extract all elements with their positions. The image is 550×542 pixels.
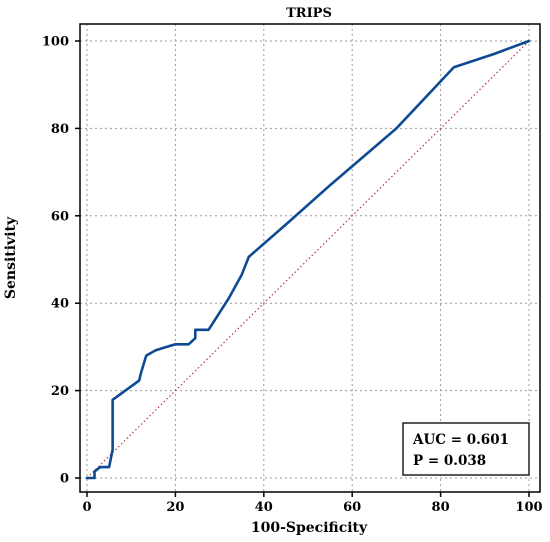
reference-line-group	[86, 40, 530, 479]
x-axis-label: 100-Specificity	[251, 520, 368, 536]
stats-box: AUC = 0.601 P = 0.038	[402, 422, 530, 476]
grid	[80, 24, 540, 492]
y-ticks: 0 20 40 60 80 100	[42, 35, 80, 487]
reference-diagonal-line	[86, 40, 530, 479]
x-tick-label-3: 60	[343, 500, 361, 515]
chart-title: TRIPS	[286, 6, 332, 21]
x-tick-label-2: 40	[255, 500, 273, 515]
y-tick-label-1: 20	[51, 384, 69, 399]
y-tick-label-4: 80	[51, 122, 69, 137]
x-tick-label-5: 100	[515, 500, 542, 515]
stats-box-frame	[402, 422, 530, 476]
x-tick-label-0: 0	[82, 500, 91, 515]
x-tick-label-4: 80	[432, 500, 450, 515]
plot-frame	[79, 23, 541, 493]
y-tick-label-5: 100	[42, 35, 69, 50]
x-ticks: 0 20 40 60 80 100	[82, 492, 543, 515]
y-tick-label-3: 60	[51, 209, 69, 224]
y-tick-label-2: 40	[51, 297, 69, 312]
auc-label: AUC = 0.601	[412, 432, 509, 448]
p-value-label: P = 0.038	[413, 453, 486, 469]
x-tick-label-1: 20	[166, 500, 184, 515]
y-tick-label-0: 0	[60, 472, 69, 487]
y-axis-label: Sensitivity	[3, 216, 19, 299]
roc-curve-line	[85, 39, 531, 480]
roc-curve-group	[85, 39, 531, 480]
